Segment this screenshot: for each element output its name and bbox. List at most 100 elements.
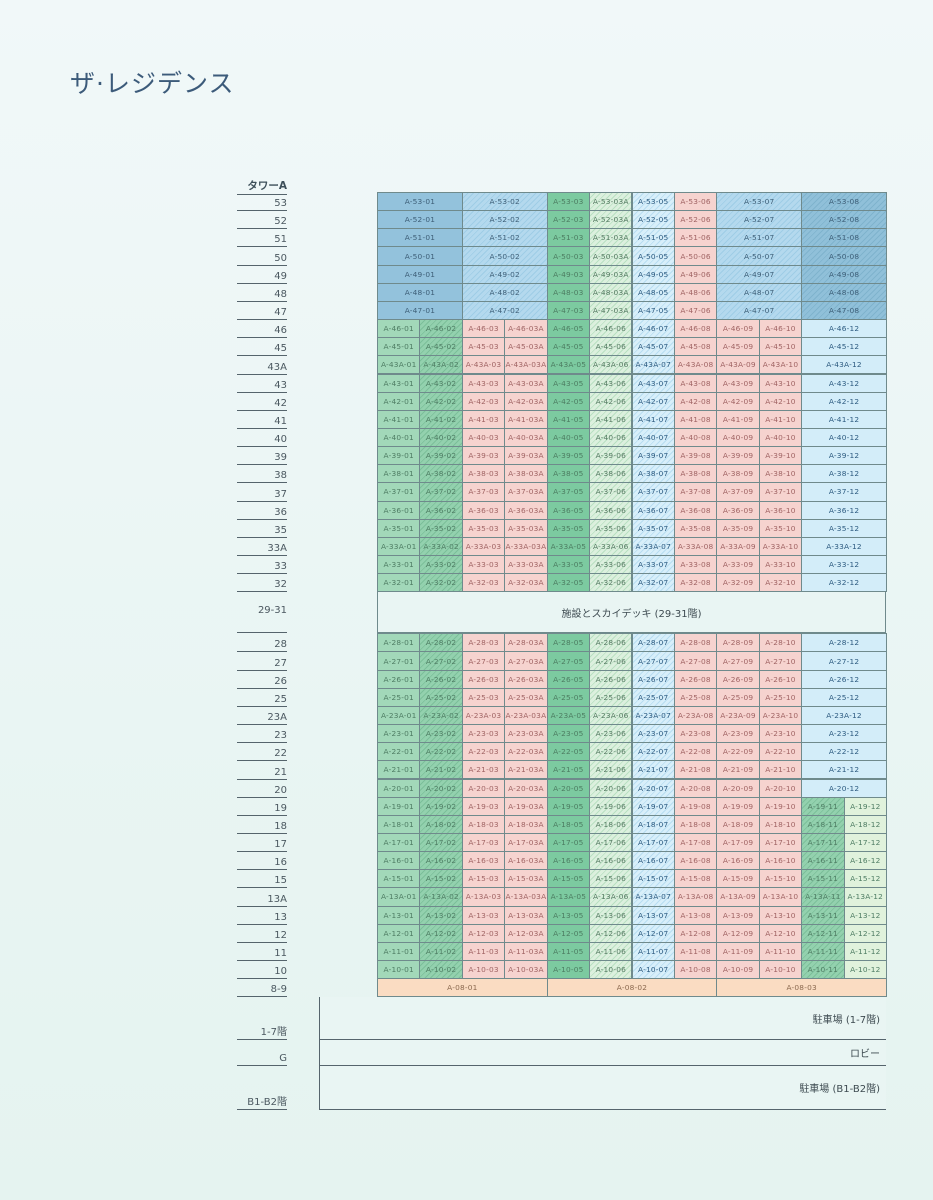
unit-cell[interactable]: A-36-08 bbox=[673, 500, 718, 520]
unit-cell[interactable]: A-26-02 bbox=[419, 669, 463, 689]
unit-cell[interactable]: A-16-09 bbox=[716, 851, 760, 871]
unit-cell[interactable]: A-15-12 bbox=[843, 869, 887, 889]
unit-cell[interactable]: A-32-08 bbox=[673, 573, 718, 593]
unit-cell[interactable]: A-22-03 bbox=[461, 742, 506, 762]
unit-cell[interactable]: A-10-11 bbox=[801, 960, 845, 980]
unit-cell[interactable]: A-47-03 bbox=[546, 300, 591, 321]
unit-cell[interactable]: A-25-09 bbox=[716, 687, 760, 707]
unit-cell[interactable]: A-28-03 bbox=[461, 633, 506, 653]
unit-cell[interactable]: A-15-08 bbox=[673, 869, 718, 889]
unit-cell[interactable]: A-28-08 bbox=[673, 633, 718, 653]
unit-cell[interactable]: A-45-06 bbox=[589, 337, 633, 357]
unit-cell[interactable]: A-32-03A bbox=[504, 573, 548, 593]
unit-cell[interactable]: A-18-05 bbox=[546, 814, 591, 834]
unit-cell[interactable]: A-28-12 bbox=[801, 633, 887, 653]
unit-cell[interactable]: A-16-06 bbox=[589, 851, 633, 871]
unit-cell[interactable]: A-43-09 bbox=[716, 373, 760, 393]
unit-cell[interactable]: A-11-03A bbox=[504, 941, 548, 961]
unit-cell[interactable]: A-28-07 bbox=[631, 633, 675, 653]
unit-cell[interactable]: A-41-05 bbox=[546, 409, 591, 429]
unit-cell[interactable]: A-13A-06 bbox=[589, 887, 633, 907]
unit-cell[interactable]: A-11-03 bbox=[461, 941, 506, 961]
unit-cell[interactable]: A-20-08 bbox=[673, 778, 718, 798]
unit-cell[interactable]: A-17-03 bbox=[461, 832, 506, 853]
unit-cell[interactable]: A-26-06 bbox=[589, 669, 633, 689]
unit-cell[interactable]: A-21-05 bbox=[546, 760, 591, 780]
unit-cell[interactable]: A-43-08 bbox=[673, 373, 718, 393]
unit-cell[interactable]: A-37-03A bbox=[504, 482, 548, 502]
unit-cell[interactable]: A-18-03 bbox=[461, 814, 506, 834]
unit-cell[interactable]: A-25-05 bbox=[546, 687, 591, 707]
unit-cell[interactable]: A-25-03 bbox=[461, 687, 506, 707]
unit-cell[interactable]: A-37-09 bbox=[716, 482, 760, 502]
unit-cell[interactable]: A-43A-03A bbox=[504, 355, 548, 375]
unit-cell[interactable]: A-23-05 bbox=[546, 724, 591, 744]
unit-cell[interactable]: A-46-03A bbox=[504, 319, 548, 339]
unit-cell[interactable]: A-11-11 bbox=[801, 941, 845, 961]
unit-cell[interactable]: A-19-03A bbox=[504, 796, 548, 816]
unit-cell[interactable]: A-15-07 bbox=[631, 869, 675, 889]
unit-cell[interactable]: A-23-03 bbox=[461, 724, 506, 744]
unit-cell[interactable]: A-16-05 bbox=[546, 851, 591, 871]
unit-cell[interactable]: A-13A-08 bbox=[673, 887, 718, 907]
unit-cell[interactable]: A-40-02 bbox=[419, 427, 463, 448]
unit-cell[interactable]: A-16-08 bbox=[673, 851, 718, 871]
unit-cell[interactable]: A-23-07 bbox=[631, 724, 675, 744]
unit-cell[interactable]: A-27-10 bbox=[758, 651, 803, 671]
unit-cell[interactable]: A-12-02 bbox=[419, 923, 463, 943]
unit-cell[interactable]: A-33-03 bbox=[461, 555, 506, 575]
unit-cell[interactable]: A-26-10 bbox=[758, 669, 803, 689]
unit-cell[interactable]: A-38-01 bbox=[377, 464, 421, 484]
unit-cell[interactable]: A-32-06 bbox=[589, 573, 633, 593]
unit-cell[interactable]: A-22-03A bbox=[504, 742, 548, 762]
unit-cell[interactable]: A-47-06 bbox=[673, 300, 718, 321]
unit-cell[interactable]: A-13A-03A bbox=[504, 887, 548, 907]
unit-cell[interactable]: A-33-07 bbox=[631, 555, 675, 575]
unit-cell[interactable]: A-10-03 bbox=[461, 960, 506, 980]
unit-cell[interactable]: A-12-01 bbox=[377, 923, 421, 943]
unit-cell[interactable]: A-27-12 bbox=[801, 651, 887, 671]
unit-cell[interactable]: A-53-03A bbox=[589, 192, 633, 212]
unit-cell[interactable]: A-25-08 bbox=[673, 687, 718, 707]
unit-cell[interactable]: A-46-01 bbox=[377, 319, 421, 339]
unit-cell[interactable]: A-32-07 bbox=[631, 573, 675, 593]
unit-cell[interactable]: A-13-09 bbox=[716, 905, 760, 925]
unit-cell[interactable]: A-32-02 bbox=[419, 573, 463, 593]
unit-cell[interactable]: A-17-09 bbox=[716, 832, 760, 853]
unit-cell[interactable]: A-43-05 bbox=[546, 373, 591, 393]
unit-cell[interactable]: A-37-07 bbox=[631, 482, 675, 502]
unit-cell[interactable]: A-41-08 bbox=[673, 409, 718, 429]
unit-cell[interactable]: A-45-05 bbox=[546, 337, 591, 357]
unit-cell[interactable]: A-33A-07 bbox=[631, 536, 675, 556]
unit-cell[interactable]: A-19-03 bbox=[461, 796, 506, 816]
unit-cell[interactable]: A-51-01 bbox=[377, 228, 463, 248]
unit-cell[interactable]: A-43A-12 bbox=[801, 355, 887, 375]
unit-cell[interactable]: A-33-03A bbox=[504, 555, 548, 575]
unit-cell[interactable]: A-42-08 bbox=[673, 391, 718, 411]
unit-cell[interactable]: A-45-10 bbox=[758, 337, 803, 357]
unit-cell[interactable]: A-42-03 bbox=[461, 391, 506, 411]
unit-cell[interactable]: A-52-03 bbox=[546, 210, 591, 230]
unit-cell[interactable]: A-45-01 bbox=[377, 337, 421, 357]
unit-cell[interactable]: A-32-03 bbox=[461, 573, 506, 593]
unit-cell[interactable]: A-18-09 bbox=[716, 814, 760, 834]
unit-cell[interactable]: A-25-01 bbox=[377, 687, 421, 707]
unit-cell[interactable]: A-50-08 bbox=[801, 246, 887, 266]
unit-cell[interactable]: A-10-12 bbox=[843, 960, 887, 980]
unit-cell[interactable]: A-37-01 bbox=[377, 482, 421, 502]
unit-cell[interactable]: A-43A-06 bbox=[589, 355, 633, 375]
unit-cell[interactable]: A-28-03A bbox=[504, 633, 548, 653]
unit-cell[interactable]: A-39-08 bbox=[673, 446, 718, 466]
unit-cell[interactable]: A-39-05 bbox=[546, 446, 591, 466]
unit-cell[interactable]: A-16-12 bbox=[843, 851, 887, 871]
unit-cell[interactable]: A-21-03A bbox=[504, 760, 548, 780]
unit-cell[interactable]: A-32-01 bbox=[377, 573, 421, 593]
unit-cell[interactable]: A-32-09 bbox=[716, 573, 760, 593]
unit-cell[interactable]: A-23A-08 bbox=[673, 705, 718, 726]
unit-cell[interactable]: A-48-02 bbox=[461, 282, 548, 302]
unit-cell[interactable]: A-21-07 bbox=[631, 760, 675, 780]
unit-cell[interactable]: A-37-08 bbox=[673, 482, 718, 502]
unit-cell[interactable]: A-17-08 bbox=[673, 832, 718, 853]
unit-cell[interactable]: A-35-07 bbox=[631, 518, 675, 538]
unit-cell[interactable]: A-26-05 bbox=[546, 669, 591, 689]
